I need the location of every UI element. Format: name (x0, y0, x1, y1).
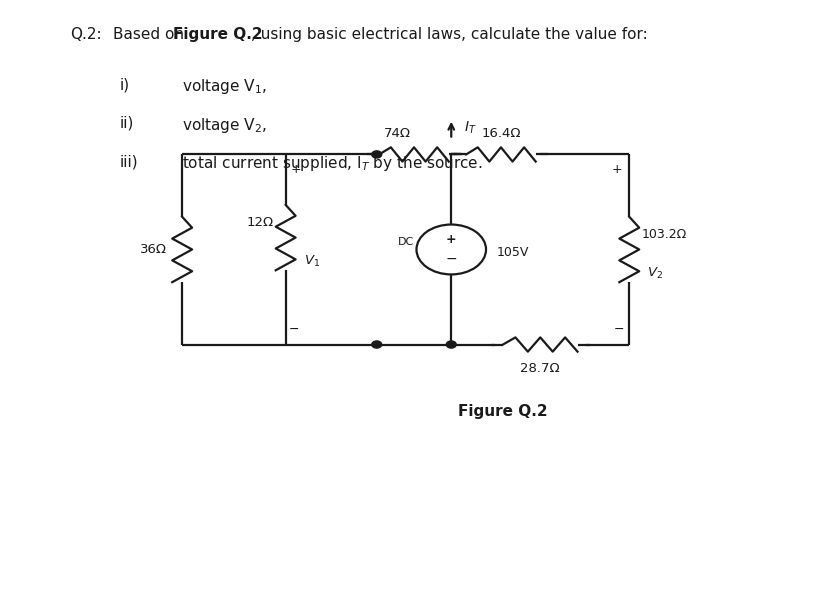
Text: 105V: 105V (496, 246, 528, 259)
Text: +: + (446, 233, 456, 247)
Text: +: + (291, 163, 301, 176)
Circle shape (446, 341, 456, 348)
Text: −: − (614, 323, 624, 336)
Text: iii): iii) (120, 154, 138, 169)
Text: 28.7Ω: 28.7Ω (520, 362, 559, 375)
Text: voltage V$_1$,: voltage V$_1$, (182, 77, 267, 96)
Text: Q.2:: Q.2: (70, 27, 102, 42)
Text: $V_2$: $V_2$ (647, 266, 662, 281)
Text: 74Ω: 74Ω (384, 127, 410, 140)
Text: ii): ii) (120, 116, 134, 131)
Text: Based on: Based on (113, 27, 189, 42)
Circle shape (371, 151, 381, 158)
Text: 16.4Ω: 16.4Ω (480, 127, 520, 140)
Text: −: − (445, 252, 457, 266)
Text: 36Ω: 36Ω (140, 243, 167, 256)
Text: +: + (611, 163, 621, 176)
Text: Figure Q.2: Figure Q.2 (457, 404, 547, 419)
Text: $I_T$: $I_T$ (463, 119, 476, 136)
Text: 12Ω: 12Ω (246, 216, 273, 229)
Text: voltage V$_2$,: voltage V$_2$, (182, 116, 267, 135)
Text: total current supplied, I$_T$ by the source.: total current supplied, I$_T$ by the sou… (182, 154, 482, 173)
Text: 103.2Ω: 103.2Ω (641, 228, 686, 241)
Circle shape (371, 341, 381, 348)
Text: $V_1$: $V_1$ (304, 254, 319, 269)
Text: i): i) (120, 77, 130, 92)
Text: DC: DC (397, 238, 414, 247)
Text: Figure Q.2: Figure Q.2 (173, 27, 262, 42)
Text: −: − (289, 323, 299, 336)
Text: , using basic electrical laws, calculate the value for:: , using basic electrical laws, calculate… (251, 27, 647, 42)
